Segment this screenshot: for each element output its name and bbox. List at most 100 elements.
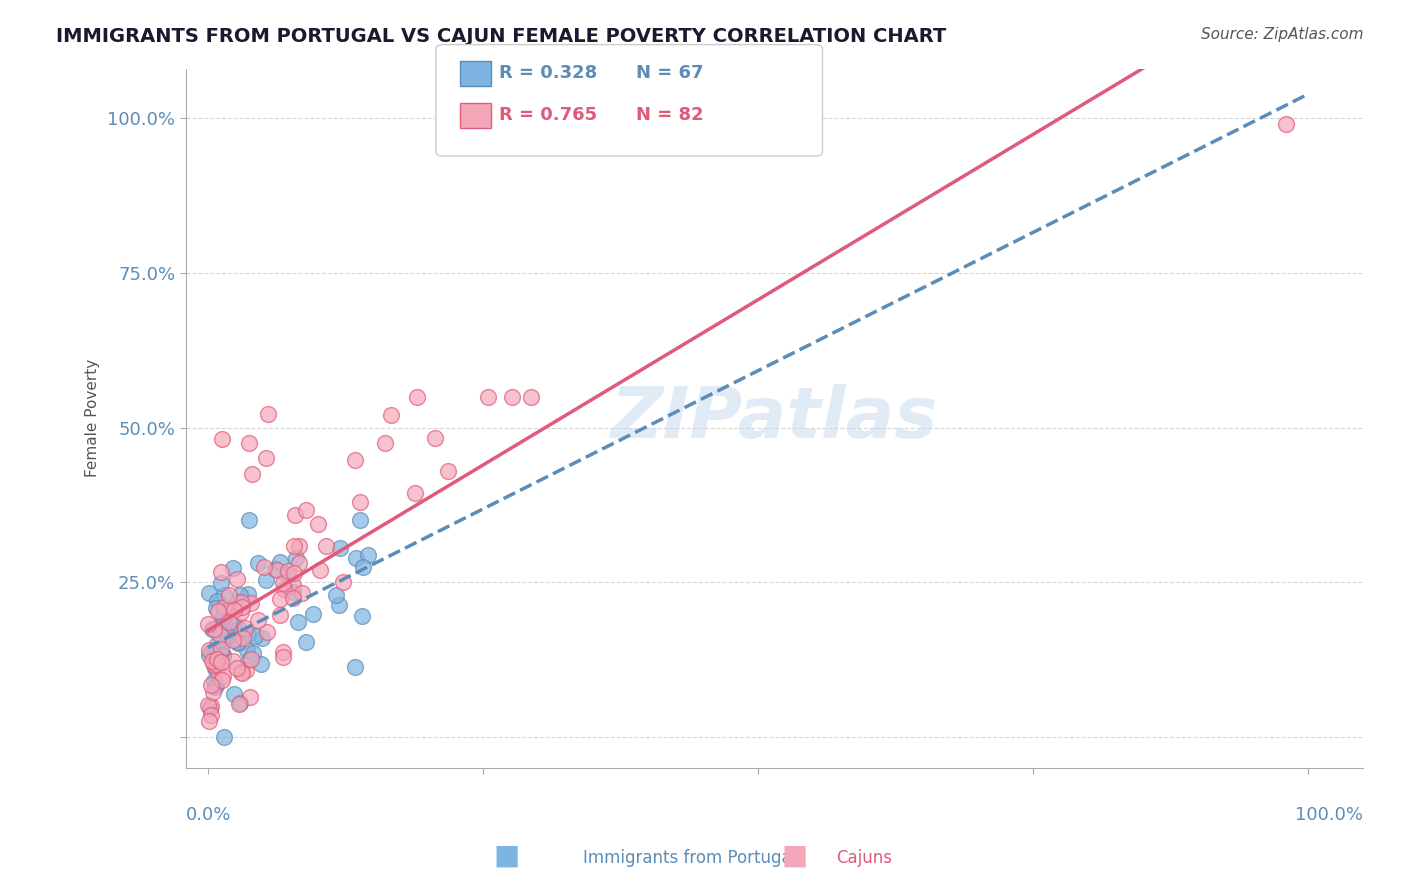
Point bbox=[226, 572, 249, 586]
Point bbox=[325, 588, 347, 602]
Point bbox=[205, 657, 228, 672]
Point bbox=[281, 578, 304, 592]
Point bbox=[217, 631, 239, 645]
Point bbox=[239, 596, 262, 610]
Point bbox=[271, 645, 294, 659]
Point bbox=[247, 556, 270, 570]
Point bbox=[200, 701, 222, 715]
Point bbox=[229, 696, 252, 710]
Point bbox=[229, 588, 252, 602]
Point bbox=[218, 624, 240, 638]
Point bbox=[254, 451, 277, 466]
Point bbox=[308, 563, 330, 577]
Text: IMMIGRANTS FROM PORTUGAL VS CAJUN FEMALE POVERTY CORRELATION CHART: IMMIGRANTS FROM PORTUGAL VS CAJUN FEMALE… bbox=[56, 27, 946, 45]
Point bbox=[198, 643, 221, 657]
Point bbox=[242, 646, 264, 660]
Point bbox=[287, 539, 309, 553]
Point bbox=[295, 635, 318, 649]
Point bbox=[228, 623, 250, 637]
Point bbox=[200, 677, 222, 691]
Point bbox=[284, 508, 307, 523]
Point bbox=[266, 563, 288, 577]
Point bbox=[285, 550, 308, 565]
Point bbox=[520, 390, 543, 404]
Point bbox=[287, 615, 309, 629]
Point bbox=[217, 603, 239, 617]
Point bbox=[302, 607, 325, 621]
Point bbox=[209, 576, 232, 591]
Point bbox=[218, 588, 240, 602]
Point bbox=[209, 628, 232, 642]
Point bbox=[344, 660, 367, 674]
Text: 0.0%: 0.0% bbox=[186, 806, 231, 824]
Point bbox=[212, 648, 235, 662]
Point bbox=[1275, 117, 1298, 131]
Point bbox=[273, 582, 295, 597]
Point bbox=[239, 690, 262, 704]
Point bbox=[221, 633, 243, 648]
Point bbox=[239, 652, 262, 666]
Text: ■: ■ bbox=[782, 842, 807, 870]
Point bbox=[202, 648, 225, 662]
Point bbox=[343, 453, 366, 467]
Point bbox=[283, 584, 305, 599]
Point bbox=[276, 566, 298, 581]
Point bbox=[406, 390, 429, 404]
Point bbox=[198, 648, 221, 662]
Text: N = 67: N = 67 bbox=[636, 64, 703, 82]
Point bbox=[283, 566, 305, 580]
Point bbox=[197, 585, 219, 599]
Point bbox=[207, 593, 229, 607]
Point bbox=[283, 591, 305, 605]
Point bbox=[250, 657, 273, 671]
Point bbox=[229, 595, 252, 609]
Point bbox=[231, 599, 253, 614]
Point bbox=[200, 707, 222, 722]
Point bbox=[209, 642, 232, 657]
Point bbox=[332, 574, 354, 589]
Point bbox=[205, 664, 228, 678]
Point bbox=[226, 660, 249, 674]
Point bbox=[226, 635, 249, 649]
Point bbox=[211, 615, 233, 630]
Point bbox=[283, 539, 305, 553]
Point bbox=[204, 657, 226, 672]
Point bbox=[200, 645, 222, 659]
Point bbox=[201, 622, 224, 636]
Point bbox=[205, 636, 228, 650]
Text: Source: ZipAtlas.com: Source: ZipAtlas.com bbox=[1201, 27, 1364, 42]
Point bbox=[207, 604, 229, 618]
Point bbox=[211, 669, 233, 683]
Y-axis label: Female Poverty: Female Poverty bbox=[86, 359, 100, 477]
Point bbox=[350, 608, 373, 623]
Point bbox=[229, 605, 252, 619]
Point bbox=[204, 643, 226, 657]
Text: 100.0%: 100.0% bbox=[1295, 806, 1362, 824]
Point bbox=[236, 627, 259, 641]
Point bbox=[277, 564, 299, 578]
Point bbox=[198, 714, 221, 728]
Point bbox=[211, 432, 233, 446]
Point bbox=[328, 599, 350, 613]
Text: ■: ■ bbox=[494, 842, 519, 870]
Point bbox=[238, 513, 260, 527]
Text: R = 0.765: R = 0.765 bbox=[499, 106, 598, 124]
Point bbox=[204, 661, 226, 675]
Point bbox=[211, 632, 233, 646]
Point bbox=[204, 658, 226, 673]
Point bbox=[212, 609, 235, 624]
Point bbox=[425, 431, 447, 445]
Point bbox=[232, 631, 254, 645]
Point bbox=[207, 620, 229, 634]
Point bbox=[271, 576, 294, 591]
Point bbox=[235, 663, 257, 677]
Point bbox=[209, 566, 232, 580]
Point bbox=[238, 436, 260, 450]
Point bbox=[380, 409, 402, 423]
Point bbox=[204, 681, 226, 695]
Point bbox=[269, 591, 291, 606]
Point bbox=[269, 555, 291, 569]
Point bbox=[437, 464, 460, 478]
Point bbox=[228, 698, 250, 712]
Point bbox=[229, 665, 252, 680]
